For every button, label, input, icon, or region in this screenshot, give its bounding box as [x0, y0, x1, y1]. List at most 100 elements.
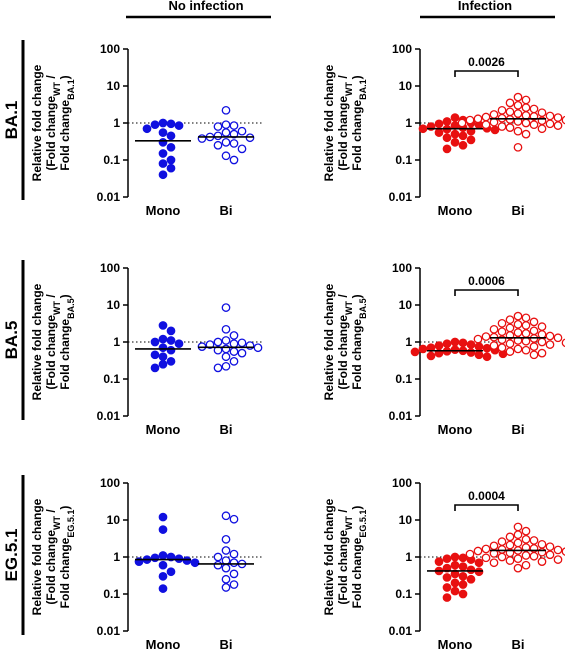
data-point-bi	[505, 98, 515, 108]
row-label-eg51: EG.5.1	[2, 529, 21, 582]
data-point-bi	[513, 117, 523, 126]
data-point-mono	[482, 343, 492, 353]
y-tick-label: 0.01	[389, 624, 413, 638]
data-point-mono	[434, 119, 444, 129]
data-point-mono	[458, 338, 468, 348]
data-point-mono	[158, 321, 168, 330]
data-point-bi	[513, 344, 523, 354]
data-point-bi	[537, 539, 547, 549]
y-tick-label: 100	[100, 42, 120, 56]
data-point-bi	[561, 547, 565, 556]
data-point-bi	[497, 327, 507, 337]
data-point-mono	[482, 352, 492, 362]
x-tick-label-mono: Mono	[146, 203, 181, 218]
data-point-mono	[490, 125, 500, 135]
data-point-bi	[213, 337, 223, 347]
data-point-mono	[434, 128, 444, 137]
data-point-bi	[521, 321, 531, 330]
data-point-bi	[521, 103, 531, 112]
y-tick-label: 0.1	[395, 372, 412, 386]
data-point-bi	[465, 115, 475, 125]
data-point-bi	[505, 323, 515, 333]
data-point-bi	[221, 511, 231, 521]
data-point-bi	[513, 563, 523, 573]
data-point-mono	[450, 560, 460, 570]
data-point-bi	[529, 326, 539, 336]
data-point-bi	[561, 338, 565, 348]
data-point-bi	[497, 122, 507, 131]
y-axis-label-subscript: BA.1	[358, 79, 368, 100]
data-point-bi	[489, 324, 499, 334]
panel-ba-5-no-infection: 100 10 1 0.1 0.01 Relative fold change (Fold c…	[30, 261, 264, 437]
data-point-bi	[473, 546, 483, 556]
y-axis-label: Relative fold change (Fold changeWT /Fold…	[30, 64, 76, 181]
data-point-bi	[529, 342, 539, 351]
significance-bracket	[454, 70, 519, 77]
data-point-mono	[458, 589, 468, 599]
y-tick-label: 10	[399, 513, 413, 527]
data-point-bi	[245, 341, 255, 350]
x-tick-label-bi: Bi	[512, 637, 525, 652]
data-point-bi	[229, 121, 239, 130]
data-point-mono	[442, 554, 452, 564]
data-point-mono	[474, 558, 484, 568]
y-tick-label: 1	[113, 335, 120, 349]
data-point-mono	[466, 340, 476, 349]
data-point-mono	[166, 131, 176, 141]
y-axis-label: Relative fold change (Fold changeWT /Fold…	[30, 498, 76, 615]
data-point-mono	[466, 574, 476, 584]
y-axis-label-subscript: WT	[52, 301, 62, 315]
data-point-bi	[497, 552, 507, 562]
data-point-mono	[150, 350, 160, 360]
y-tick-label: 100	[392, 261, 412, 275]
p-value-label: 0.0004	[468, 489, 505, 503]
x-tick-label-bi: Bi	[220, 637, 233, 652]
y-tick-label: 0.01	[97, 409, 121, 423]
data-point-bi	[489, 110, 499, 119]
data-point-bi	[537, 348, 547, 358]
data-point-bi	[545, 331, 555, 341]
data-point-mono	[450, 137, 460, 147]
panel-ba-1-no-infection: 100 10 1 0.1 0.01 Relative fold change (Fold c…	[30, 42, 264, 218]
data-point-bi	[221, 137, 231, 147]
data-point-mono	[458, 580, 468, 589]
data-point-bi	[521, 329, 531, 338]
data-point-mono	[434, 341, 444, 350]
data-point-mono	[166, 119, 176, 129]
data-point-mono	[174, 554, 184, 564]
data-point-bi	[529, 104, 539, 114]
data-point-bi	[237, 144, 247, 154]
data-point-mono	[150, 553, 160, 563]
panel-ba-1-infection: 100 10 1 0.1 0.01 Relative fold change (Fold c…	[322, 42, 565, 218]
y-axis-label-subscript: BA.5	[66, 298, 76, 319]
data-point-bi	[229, 549, 239, 559]
data-point-bi	[553, 113, 563, 122]
data-point-bi	[457, 118, 467, 128]
data-point-mono	[474, 350, 484, 360]
data-point-bi	[213, 552, 223, 562]
x-tick-label-bi: Bi	[512, 203, 525, 218]
data-point-bi	[197, 134, 207, 143]
data-point-bi	[545, 119, 555, 129]
data-point-mono	[158, 118, 168, 128]
data-point-mono	[158, 170, 168, 180]
y-axis-label-line: (Fold changeWT /	[336, 509, 354, 605]
data-point-mono	[450, 578, 460, 588]
data-point-bi	[545, 550, 555, 560]
data-point-bi	[497, 537, 507, 546]
y-axis-label-line: (Fold changeWT /	[44, 294, 62, 390]
y-tick-label: 1	[113, 550, 120, 564]
data-point-bi	[521, 551, 531, 560]
data-point-bi	[229, 356, 239, 366]
data-point-bi	[213, 122, 223, 131]
y-tick-label: 10	[399, 79, 413, 93]
data-point-mono	[158, 334, 168, 344]
data-point-bi	[221, 352, 231, 362]
data-point-bi	[505, 532, 515, 542]
data-point-mono	[450, 337, 460, 347]
data-point-mono	[466, 348, 476, 357]
y-axis-label-line: (Fold changeWT /	[44, 509, 62, 605]
row-label-ba1: BA.1	[2, 101, 21, 140]
y-tick-label: 0.1	[103, 153, 120, 167]
